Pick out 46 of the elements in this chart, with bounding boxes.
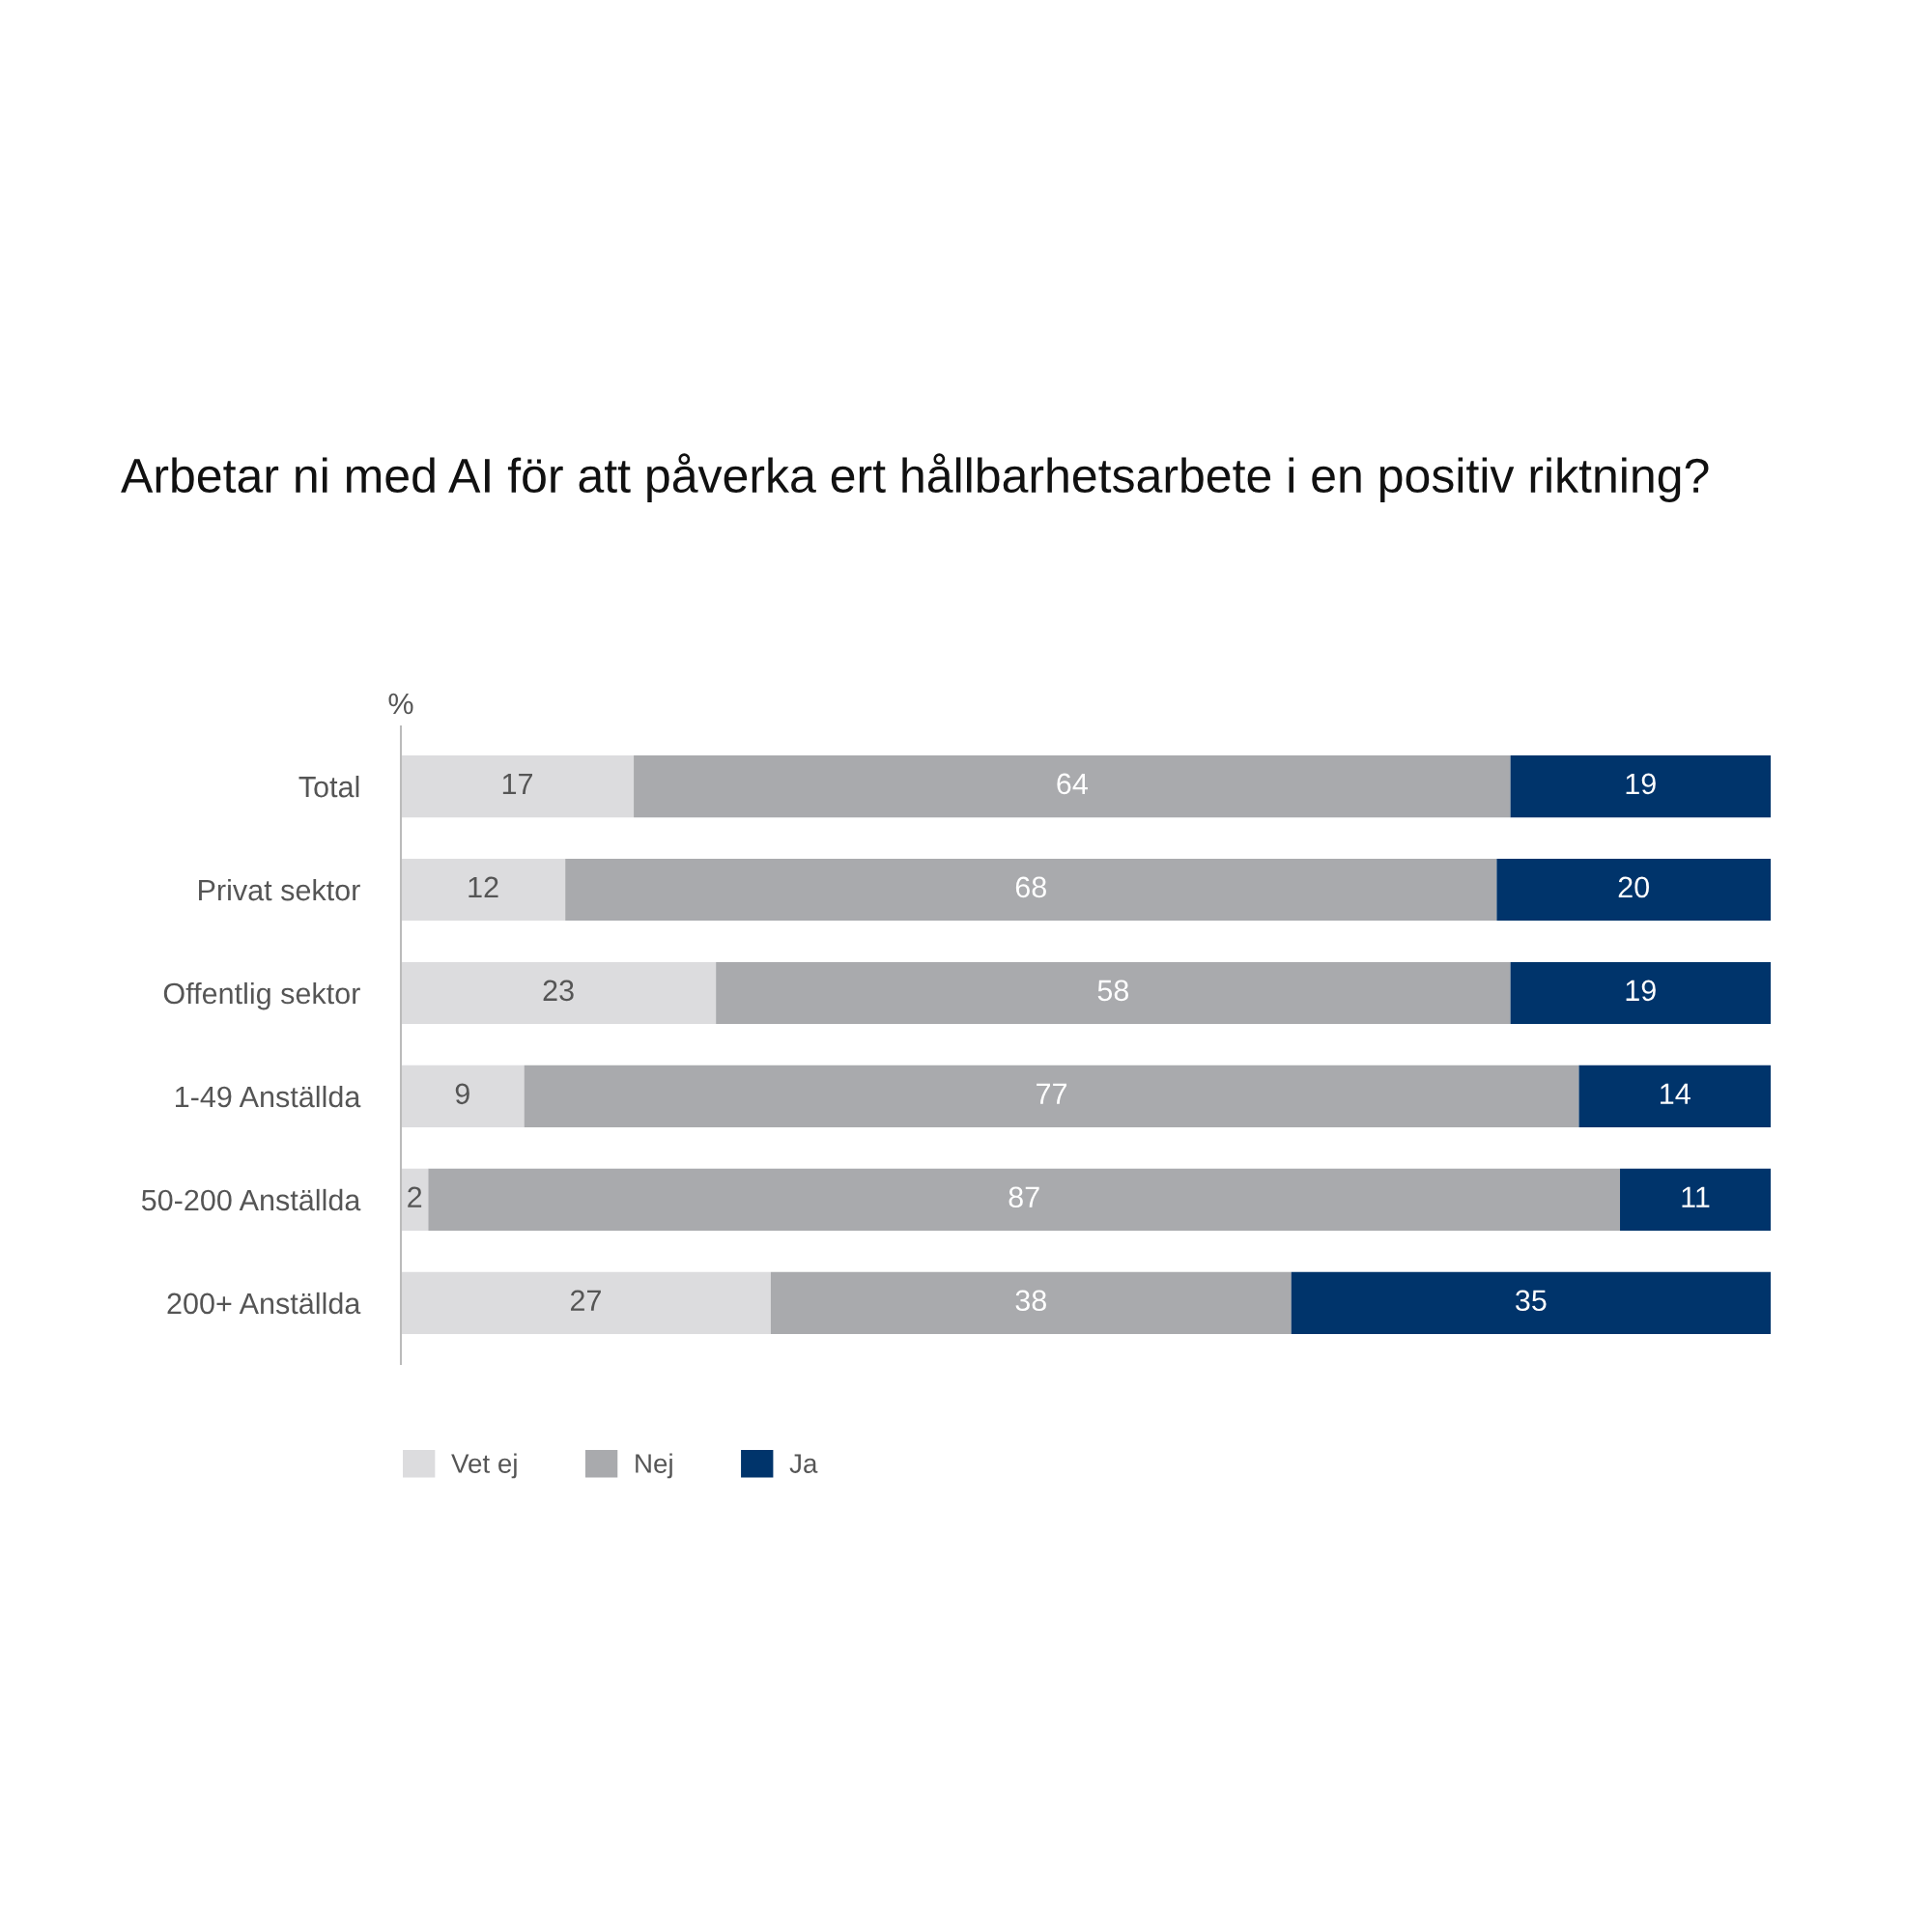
bar	[401, 754, 635, 818]
data-label: 27	[570, 1290, 601, 1311]
bar	[401, 1271, 771, 1334]
data-label: 64	[1057, 773, 1088, 795]
bar	[524, 1065, 1579, 1128]
y-tick-label: 200+ Anställda	[167, 1292, 361, 1315]
bar	[1578, 1065, 1771, 1128]
data-label: 19	[1626, 773, 1656, 795]
data-label: 9	[455, 1083, 469, 1105]
data-label: 14	[1661, 1083, 1690, 1104]
y-tick-label: 50-200 Anställda	[141, 1188, 361, 1211]
data-label: 23	[543, 980, 574, 1002]
text: %	[388, 693, 413, 715]
bar	[401, 858, 566, 922]
data-label: 19	[1626, 980, 1656, 1002]
y-tick-label: Total	[298, 775, 359, 798]
y-tick-label: Privat sektor	[199, 878, 360, 901]
bar	[1496, 858, 1771, 922]
bar	[1291, 1271, 1771, 1334]
data-label: 38	[1015, 1290, 1046, 1312]
data-label: 58	[1097, 980, 1129, 1002]
data-label: 68	[1015, 876, 1046, 898]
bar	[1510, 754, 1771, 818]
bar	[1510, 961, 1771, 1025]
data-label: 11	[1682, 1186, 1710, 1208]
legend-label: Nej	[636, 1453, 672, 1479]
data-label: 2	[408, 1186, 422, 1208]
bar	[634, 754, 1511, 818]
bar	[770, 1271, 1292, 1334]
chart-title: Arbetar ni med AI för att påverka ert hållbarhetsarbete i en positiv riktning?	[121, 453, 1709, 502]
data-label: 20	[1618, 876, 1649, 898]
bar	[716, 961, 1511, 1025]
data-label: 87	[1009, 1186, 1039, 1208]
data-label: 17	[502, 773, 532, 794]
bar	[401, 961, 717, 1025]
y-tick-label: Offentlig sektor	[163, 981, 360, 1010]
legend-label: Ja	[789, 1454, 818, 1473]
legend-label: Vet ej	[451, 1453, 517, 1479]
data-label: 77	[1037, 1083, 1067, 1104]
bar	[565, 858, 1497, 922]
bar	[401, 1065, 525, 1128]
data-label: 35	[1516, 1290, 1547, 1312]
bar	[428, 1168, 1621, 1232]
data-label: 12	[469, 876, 498, 897]
y-tick-label: 1-49 Anställda	[176, 1085, 361, 1108]
bar	[1620, 1168, 1771, 1232]
